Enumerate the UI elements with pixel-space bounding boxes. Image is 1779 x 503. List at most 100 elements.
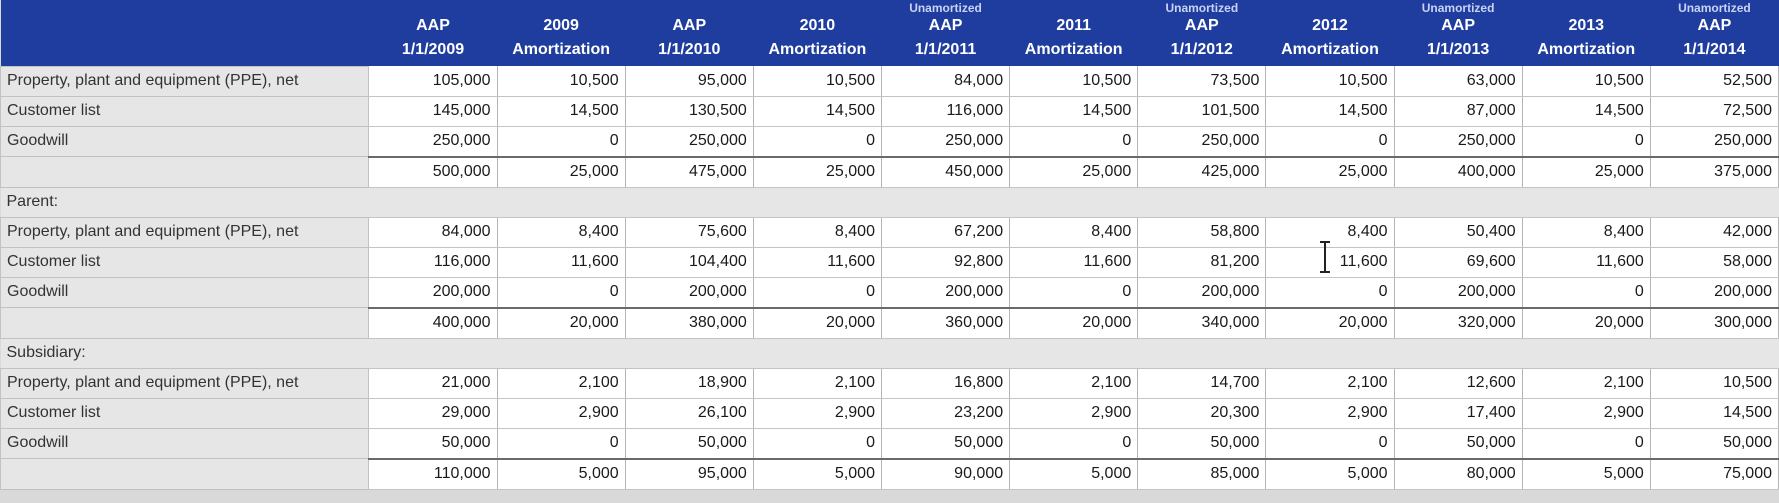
value-cell[interactable]: 0 — [1009, 126, 1139, 157]
value-cell[interactable]: 380,000 — [624, 306, 754, 339]
value-cell[interactable]: 340,000 — [1137, 306, 1267, 339]
value-cell[interactable]: 8,400 — [1265, 217, 1395, 248]
value-cell[interactable]: 2,900 — [1009, 398, 1139, 429]
value-cell[interactable]: 20,000 — [496, 306, 626, 339]
value-cell[interactable]: 250,000 — [1393, 126, 1523, 157]
value-cell[interactable]: 20,000 — [1521, 306, 1651, 339]
value-cell[interactable]: 0 — [1009, 277, 1139, 308]
row-label[interactable]: Customer list — [0, 397, 370, 429]
value-cell[interactable]: 8,400 — [1521, 217, 1651, 248]
value-cell[interactable]: 25,000 — [752, 155, 882, 188]
value-cell[interactable]: 11,600 — [1009, 247, 1139, 278]
column-header[interactable]: Unamortized AAP 1/1/2012 — [1137, 0, 1266, 66]
value-cell[interactable]: 0 — [752, 428, 882, 459]
value-cell[interactable]: 50,000 — [368, 428, 498, 459]
value-cell[interactable]: 200,000 — [1393, 277, 1523, 308]
value-cell[interactable]: 500,000 — [368, 155, 498, 188]
value-cell[interactable]: 116,000 — [368, 247, 498, 278]
value-cell[interactable]: 400,000 — [1393, 155, 1523, 188]
value-cell[interactable]: 2,900 — [752, 398, 882, 429]
value-cell[interactable]: 10,500 — [1009, 66, 1139, 97]
value-cell[interactable]: 0 — [1521, 126, 1651, 157]
value-cell[interactable]: 29,000 — [368, 398, 498, 429]
value-cell[interactable]: 8,400 — [496, 217, 626, 248]
column-header[interactable]: Unamortized AAP 1/1/2014 — [1650, 0, 1779, 66]
value-cell[interactable]: 0 — [1265, 277, 1395, 308]
value-cell[interactable]: 375,000 — [1649, 155, 1779, 188]
row-label[interactable]: Property, plant and equipment (PPE), net — [0, 367, 370, 399]
value-cell[interactable]: 50,000 — [624, 428, 754, 459]
value-cell[interactable]: 10,500 — [1649, 368, 1779, 399]
value-cell[interactable]: 200,000 — [368, 277, 498, 308]
value-cell[interactable]: 2,100 — [1009, 368, 1139, 399]
value-cell[interactable]: 5,000 — [1521, 457, 1651, 490]
value-cell[interactable]: 14,500 — [1649, 398, 1779, 429]
value-cell[interactable]: 50,000 — [880, 428, 1011, 459]
value-cell[interactable]: 2,900 — [496, 398, 626, 429]
row-label[interactable]: Goodwill — [0, 125, 370, 157]
value-cell[interactable]: 95,000 — [624, 66, 754, 97]
value-cell[interactable]: 101,500 — [1137, 96, 1267, 127]
value-cell[interactable]: 200,000 — [624, 277, 754, 308]
value-cell[interactable]: 75,000 — [1649, 457, 1779, 490]
value-cell[interactable]: 105,000 — [368, 66, 498, 97]
value-cell[interactable]: 18,900 — [624, 368, 754, 399]
value-cell[interactable]: 0 — [1521, 277, 1651, 308]
value-cell[interactable]: 5,000 — [496, 457, 626, 490]
column-header[interactable]: 2012 Amortization — [1265, 0, 1395, 66]
value-cell[interactable]: 14,500 — [1009, 96, 1139, 127]
value-cell[interactable]: 2,900 — [1521, 398, 1651, 429]
value-cell[interactable]: 80,000 — [1393, 457, 1523, 490]
value-cell[interactable]: 20,000 — [1009, 306, 1139, 339]
value-cell[interactable]: 10,500 — [1521, 66, 1651, 97]
row-label[interactable]: Goodwill — [0, 276, 370, 308]
value-cell[interactable]: 250,000 — [880, 126, 1011, 157]
value-cell[interactable]: 0 — [496, 428, 626, 459]
column-header[interactable]: AAP 1/1/2009 — [368, 0, 498, 66]
row-label[interactable] — [0, 458, 370, 490]
value-cell[interactable]: 50,400 — [1393, 217, 1523, 248]
value-cell[interactable]: 0 — [496, 277, 626, 308]
section-label[interactable]: Parent: — [0, 186, 369, 218]
value-cell[interactable]: 10,500 — [496, 66, 626, 97]
value-cell[interactable]: 14,700 — [1137, 368, 1267, 399]
value-cell[interactable]: 5,000 — [1009, 457, 1139, 490]
value-cell[interactable]: 116,000 — [880, 96, 1011, 127]
value-cell[interactable]: 10,500 — [1265, 66, 1395, 97]
value-cell[interactable]: 0 — [752, 277, 882, 308]
row-label[interactable]: Goodwill — [0, 427, 370, 459]
value-cell[interactable]: 10,500 — [752, 66, 882, 97]
value-cell[interactable]: 0 — [1265, 126, 1395, 157]
value-cell[interactable]: 250,000 — [1137, 126, 1267, 157]
value-cell[interactable]: 130,500 — [624, 96, 754, 127]
value-cell[interactable]: 5,000 — [1265, 457, 1395, 490]
value-cell[interactable]: 52,500 — [1649, 66, 1779, 97]
row-label[interactable]: Customer list — [0, 246, 370, 278]
value-cell[interactable]: 95,000 — [624, 457, 754, 490]
column-header[interactable]: 2010 Amortization — [753, 0, 882, 66]
value-cell[interactable]: 11,600 — [1265, 247, 1395, 278]
value-cell[interactable]: 0 — [1521, 428, 1651, 459]
value-cell[interactable]: 11,600 — [752, 247, 882, 278]
value-cell[interactable]: 26,100 — [624, 398, 754, 429]
value-cell[interactable]: 320,000 — [1393, 306, 1523, 339]
row-label[interactable]: Property, plant and equipment (PPE), net — [0, 216, 370, 248]
value-cell[interactable]: 50,000 — [1393, 428, 1523, 459]
column-header[interactable]: Unamortized AAP 1/1/2013 — [1394, 0, 1523, 66]
value-cell[interactable]: 23,200 — [880, 398, 1011, 429]
value-cell[interactable]: 8,400 — [1009, 217, 1139, 248]
row-label[interactable] — [0, 156, 370, 188]
value-cell[interactable]: 67,200 — [880, 217, 1011, 248]
value-cell[interactable]: 85,000 — [1137, 457, 1267, 490]
value-cell[interactable]: 0 — [1009, 428, 1139, 459]
value-cell[interactable]: 250,000 — [368, 126, 498, 157]
value-cell[interactable]: 73,500 — [1137, 66, 1267, 97]
value-cell[interactable]: 0 — [752, 126, 882, 157]
value-cell[interactable]: 250,000 — [1649, 126, 1779, 157]
value-cell[interactable]: 110,000 — [368, 457, 498, 490]
row-label[interactable]: Customer list — [0, 95, 370, 127]
value-cell[interactable]: 69,600 — [1393, 247, 1523, 278]
value-cell[interactable]: 25,000 — [496, 155, 626, 188]
value-cell[interactable]: 87,000 — [1393, 96, 1523, 127]
value-cell[interactable]: 63,000 — [1393, 66, 1523, 97]
